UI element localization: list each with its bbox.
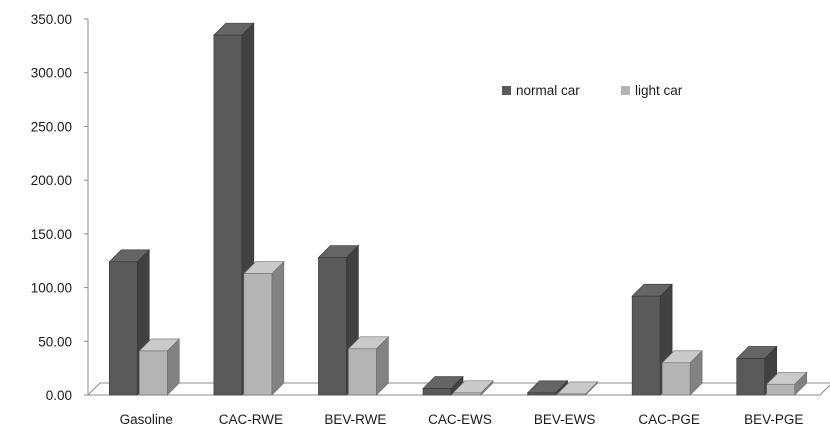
legend-item-normal-car: normal car [502, 83, 580, 98]
x-category-label: BEV-RWE [324, 412, 386, 427]
bar-front-face [138, 350, 168, 396]
y-tick-label: 250.00 [31, 119, 72, 134]
bar-front-face [452, 392, 482, 396]
legend-label: normal car [516, 83, 580, 98]
bar-front-face [422, 388, 452, 396]
bar-normal-car [422, 375, 464, 396]
y-tick-label: 300.00 [31, 66, 72, 81]
y-tick-label: 350.00 [31, 12, 72, 27]
legend-item-light-car: light car [621, 83, 683, 98]
y-tick-label: 50.00 [38, 334, 72, 349]
chart-axes [84, 18, 830, 396]
bar-light-car [452, 380, 494, 396]
bar-front-face [527, 392, 556, 396]
bar-front-face [736, 358, 766, 396]
bar-front-face [213, 34, 243, 396]
x-category-label: CAC-PGE [638, 412, 700, 427]
y-tick-label: 0.00 [46, 388, 72, 403]
bar-front-face [661, 362, 691, 396]
y-tick-label: 150.00 [31, 227, 72, 242]
bar-side-face [271, 260, 285, 396]
x-category-label: Gasoline [120, 412, 173, 427]
x-category-label: BEV-PGE [744, 412, 803, 427]
bar-light-car [765, 371, 808, 396]
chart-bars [108, 22, 808, 396]
bar-light-car [138, 338, 181, 396]
bar-front-face [243, 273, 273, 396]
x-category-label: CAC-RWE [219, 412, 283, 427]
bar-front-face [631, 295, 661, 396]
chart-labels: 0.00 50.00 100.00 150.00 200.00 250.00 300.00 3… [31, 12, 804, 427]
x-category-label: BEV-EWS [534, 412, 596, 427]
bar-front-face [318, 257, 347, 396]
bar-normal-car [317, 244, 360, 396]
bar-front-face [348, 348, 377, 396]
y-tick-label: 200.00 [31, 173, 72, 188]
bar-normal-car [526, 380, 569, 396]
bar-normal-car [631, 283, 673, 396]
bar-light-car [556, 381, 599, 396]
legend-swatch [502, 86, 511, 95]
y-tick-label: 100.00 [31, 281, 72, 296]
legend-label: light car [635, 83, 683, 98]
bar-light-car [661, 350, 703, 396]
bar-front-face [766, 383, 796, 396]
x-category-label: CAC-EWS [428, 412, 492, 427]
bar-light-car [347, 336, 390, 396]
bar-front-face [557, 393, 586, 396]
legend-swatch [621, 86, 630, 95]
bar-light-car [243, 260, 285, 396]
chart-legend: normal car light car [502, 83, 683, 98]
bar-front-face [108, 261, 138, 396]
